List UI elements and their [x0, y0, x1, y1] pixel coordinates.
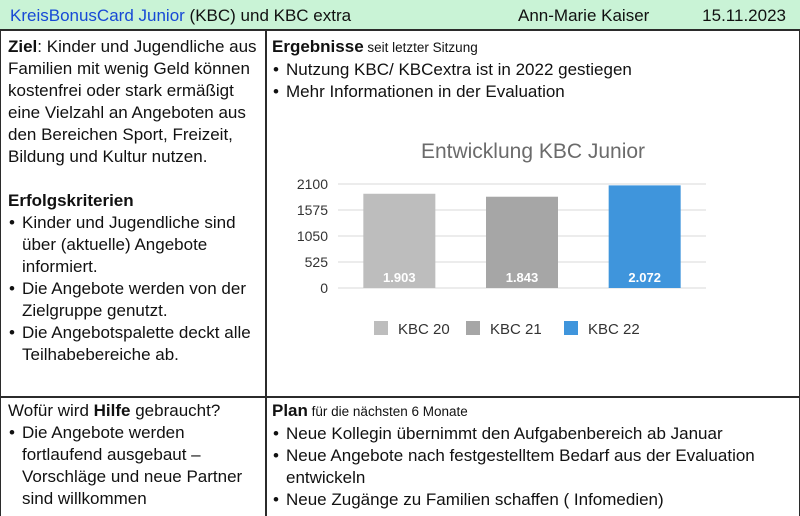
results-list: Nutzung KBC/ KBCextra ist in 2022 gestie… — [272, 59, 792, 103]
legend-label: KBC 22 — [588, 321, 640, 338]
row-divider — [0, 396, 800, 398]
help-list: Die Angebote werden fortlaufend ausgebau… — [8, 422, 260, 510]
plan-list: Neue Kollegin übernimmt den Aufgabenbere… — [272, 423, 792, 511]
bar — [608, 185, 681, 288]
success-criteria-list: Kinder und Jugendliche sind über (aktuel… — [8, 212, 260, 366]
chart-title: Entwicklung KBC Junior — [420, 140, 646, 163]
title-suffix: (KBC) und KBC extra — [184, 6, 352, 25]
goal-section: Ziel: Kinder und Jugendliche aus Familie… — [8, 36, 260, 366]
goal-text: Ziel: Kinder und Jugendliche aus Familie… — [8, 36, 260, 168]
goal-description: : Kinder und Jugendliche aus Familien mi… — [8, 37, 257, 166]
data-label: 2.072 — [628, 270, 661, 285]
results-item: Mehr Informationen in der Evaluation — [272, 81, 792, 103]
title-program-name: KreisBonusCard Junior — [10, 6, 185, 25]
legend-label: KBC 21 — [490, 321, 542, 338]
legend-label: KBC 20 — [398, 321, 450, 338]
plan-heading: Plan für die nächsten 6 Monate — [272, 401, 468, 420]
document-date: 15.11.2023 — [702, 6, 786, 25]
y-tick-label: 2100 — [297, 176, 328, 192]
legend-swatch — [564, 321, 578, 335]
left-border — [0, 31, 1, 516]
legend-swatch — [374, 321, 388, 335]
header-bar: KreisBonusCard Junior (KBC) und KBC extr… — [0, 0, 800, 31]
y-tick-label: 525 — [305, 254, 329, 270]
y-tick-label: 0 — [320, 280, 328, 296]
help-item: Die Angebote werden fortlaufend ausgebau… — [8, 422, 260, 510]
column-divider — [265, 31, 267, 516]
legend-swatch — [466, 321, 480, 335]
results-heading: Ergebnisse seit letzter Sitzung — [272, 37, 478, 56]
results-section: Ergebnisse seit letzter Sitzung Nutzung … — [272, 36, 792, 103]
y-tick-label: 1575 — [297, 202, 328, 218]
goal-label: Ziel — [8, 37, 38, 56]
data-label: 1.903 — [383, 270, 416, 285]
help-section: Wofür wird Hilfe gebraucht? Die Angebote… — [8, 400, 260, 510]
y-tick-label: 1050 — [297, 228, 328, 244]
success-criteria-item: Die Angebote werden von der Zielgruppe g… — [8, 278, 260, 322]
success-criteria-heading: Erfolgskriterien — [8, 191, 134, 210]
bar — [486, 196, 558, 288]
author-name: Ann-Marie Kaiser — [518, 6, 650, 25]
bar — [363, 193, 436, 288]
results-item: Nutzung KBC/ KBCextra ist in 2022 gestie… — [272, 59, 792, 81]
bar-chart: 0 525 1050 1575 2100 1.903 1.843 2.072 KBC 20 KBC… — [297, 176, 706, 338]
plan-section: Plan für die nächsten 6 Monate Neue Koll… — [272, 400, 792, 511]
success-criteria-item: Die Angebotspalette deckt alle Teilhabeb… — [8, 322, 260, 366]
plan-item: Neue Angebote nach festgestelltem Bedarf… — [272, 445, 792, 489]
plan-item: Neue Zugänge zu Familien schaffen ( Info… — [272, 489, 792, 511]
data-label: 1.843 — [506, 270, 539, 285]
help-heading: Wofür wird Hilfe gebraucht? — [8, 401, 221, 420]
plan-item: Neue Kollegin übernimmt den Aufgabenbere… — [272, 423, 792, 445]
document-title: KreisBonusCard Junior (KBC) und KBC extr… — [10, 0, 351, 31]
success-criteria-item: Kinder und Jugendliche sind über (aktuel… — [8, 212, 260, 278]
